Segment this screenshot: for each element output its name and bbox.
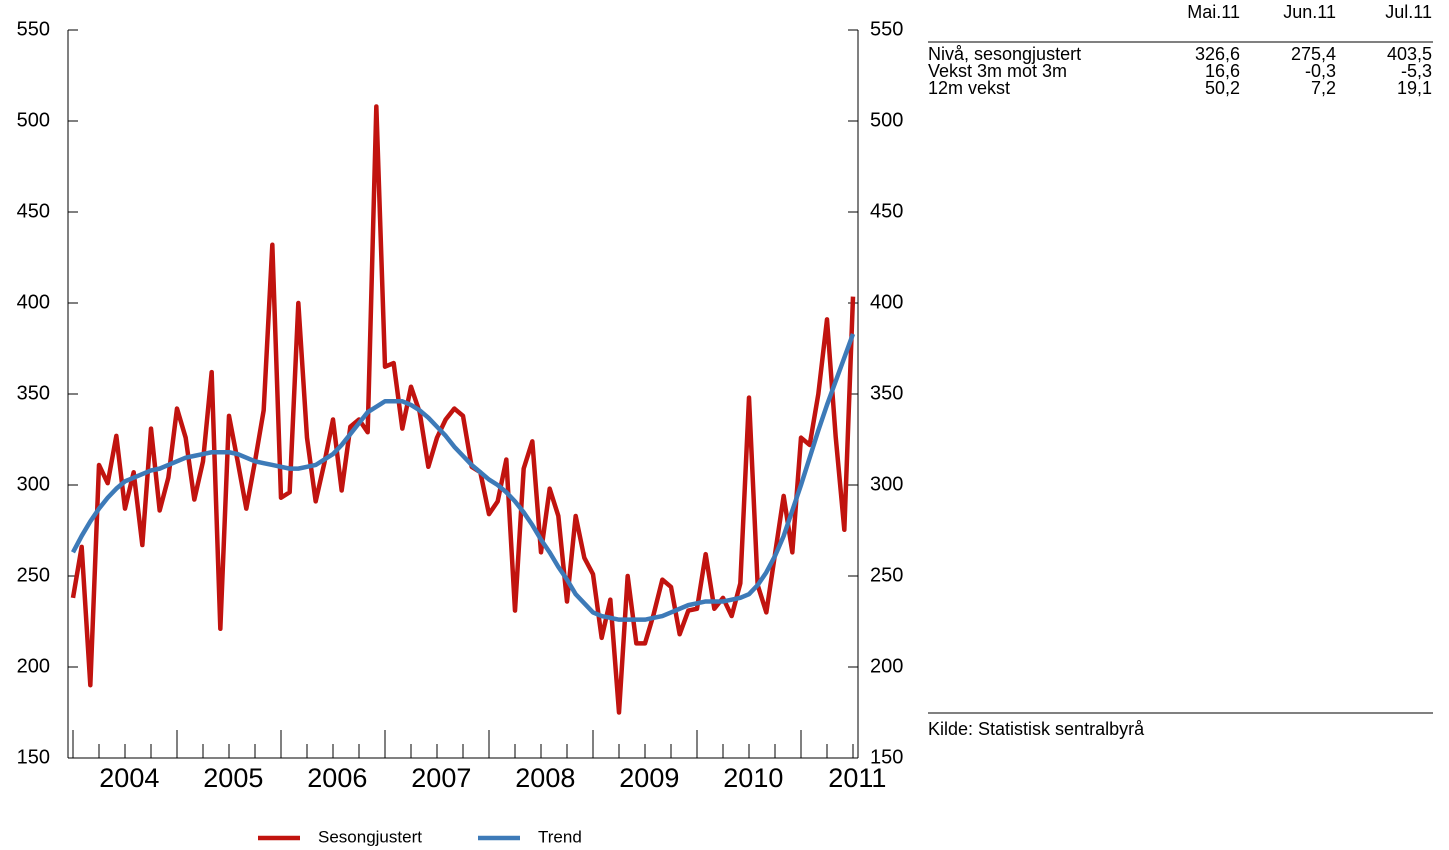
table-cell: 19,1 bbox=[1397, 78, 1432, 98]
legend-label: Trend bbox=[538, 827, 582, 846]
source: Kilde: Statistisk sentralbyrå bbox=[928, 719, 1145, 739]
table-header: Mai.11 bbox=[1187, 2, 1240, 22]
table-cell: 403,5 bbox=[1387, 44, 1432, 64]
table-cell: -0,3 bbox=[1305, 61, 1336, 81]
table-header: Jul.11 bbox=[1385, 2, 1432, 22]
y-tick-label: 350 bbox=[17, 382, 50, 404]
y-tick-label: 500 bbox=[17, 109, 50, 131]
y-tick-label: 250 bbox=[17, 564, 50, 586]
y2-tick-label: 200 bbox=[870, 655, 903, 677]
y2-tick-label: 350 bbox=[870, 382, 903, 404]
line-series bbox=[70, 104, 856, 715]
table-header: Jun.11 bbox=[1283, 2, 1336, 22]
x-tick-label: 2004 bbox=[99, 763, 159, 793]
y-tick-label: 450 bbox=[17, 200, 50, 222]
x-tick-label: 2007 bbox=[411, 763, 471, 793]
x-tick-label: 2010 bbox=[723, 763, 783, 793]
table-row-label: 12m vekst bbox=[928, 78, 1010, 98]
x-tick-label: 2005 bbox=[203, 763, 263, 793]
y-tick-label: 300 bbox=[17, 473, 50, 495]
y2-tick-label: 550 bbox=[870, 18, 903, 40]
x-tick-label: 2006 bbox=[307, 763, 367, 793]
x-tick-label: 2011 bbox=[828, 763, 886, 793]
y-tick-label: 550 bbox=[17, 18, 50, 40]
table-row-label: Vekst 3m mot 3m bbox=[928, 61, 1067, 81]
table-row-label: Nivå, sesongjustert bbox=[928, 44, 1081, 64]
table-cell: 7,2 bbox=[1311, 78, 1336, 98]
table-cell: 326,6 bbox=[1195, 44, 1240, 64]
y2-tick-label: 450 bbox=[870, 200, 903, 222]
table-cell: -5,3 bbox=[1401, 61, 1432, 81]
y2-tick-label: 150 bbox=[870, 746, 903, 768]
y2-tick-label: 300 bbox=[870, 473, 903, 495]
y-tick-label: 150 bbox=[17, 746, 50, 768]
legend-label: Sesongjustert bbox=[318, 827, 422, 846]
table-cell: 16,6 bbox=[1205, 61, 1240, 81]
x-tick-label: 2009 bbox=[619, 763, 679, 793]
line-series bbox=[71, 333, 856, 622]
y-tick-label: 200 bbox=[17, 655, 50, 677]
y-tick-label: 400 bbox=[17, 291, 50, 313]
y2-tick-label: 250 bbox=[870, 564, 903, 586]
x-tick-label: 2008 bbox=[515, 763, 575, 793]
table-cell: 275,4 bbox=[1291, 44, 1336, 64]
y2-tick-label: 400 bbox=[870, 291, 903, 313]
table-cell: 50,2 bbox=[1205, 78, 1240, 98]
y2-tick-label: 500 bbox=[870, 109, 903, 131]
